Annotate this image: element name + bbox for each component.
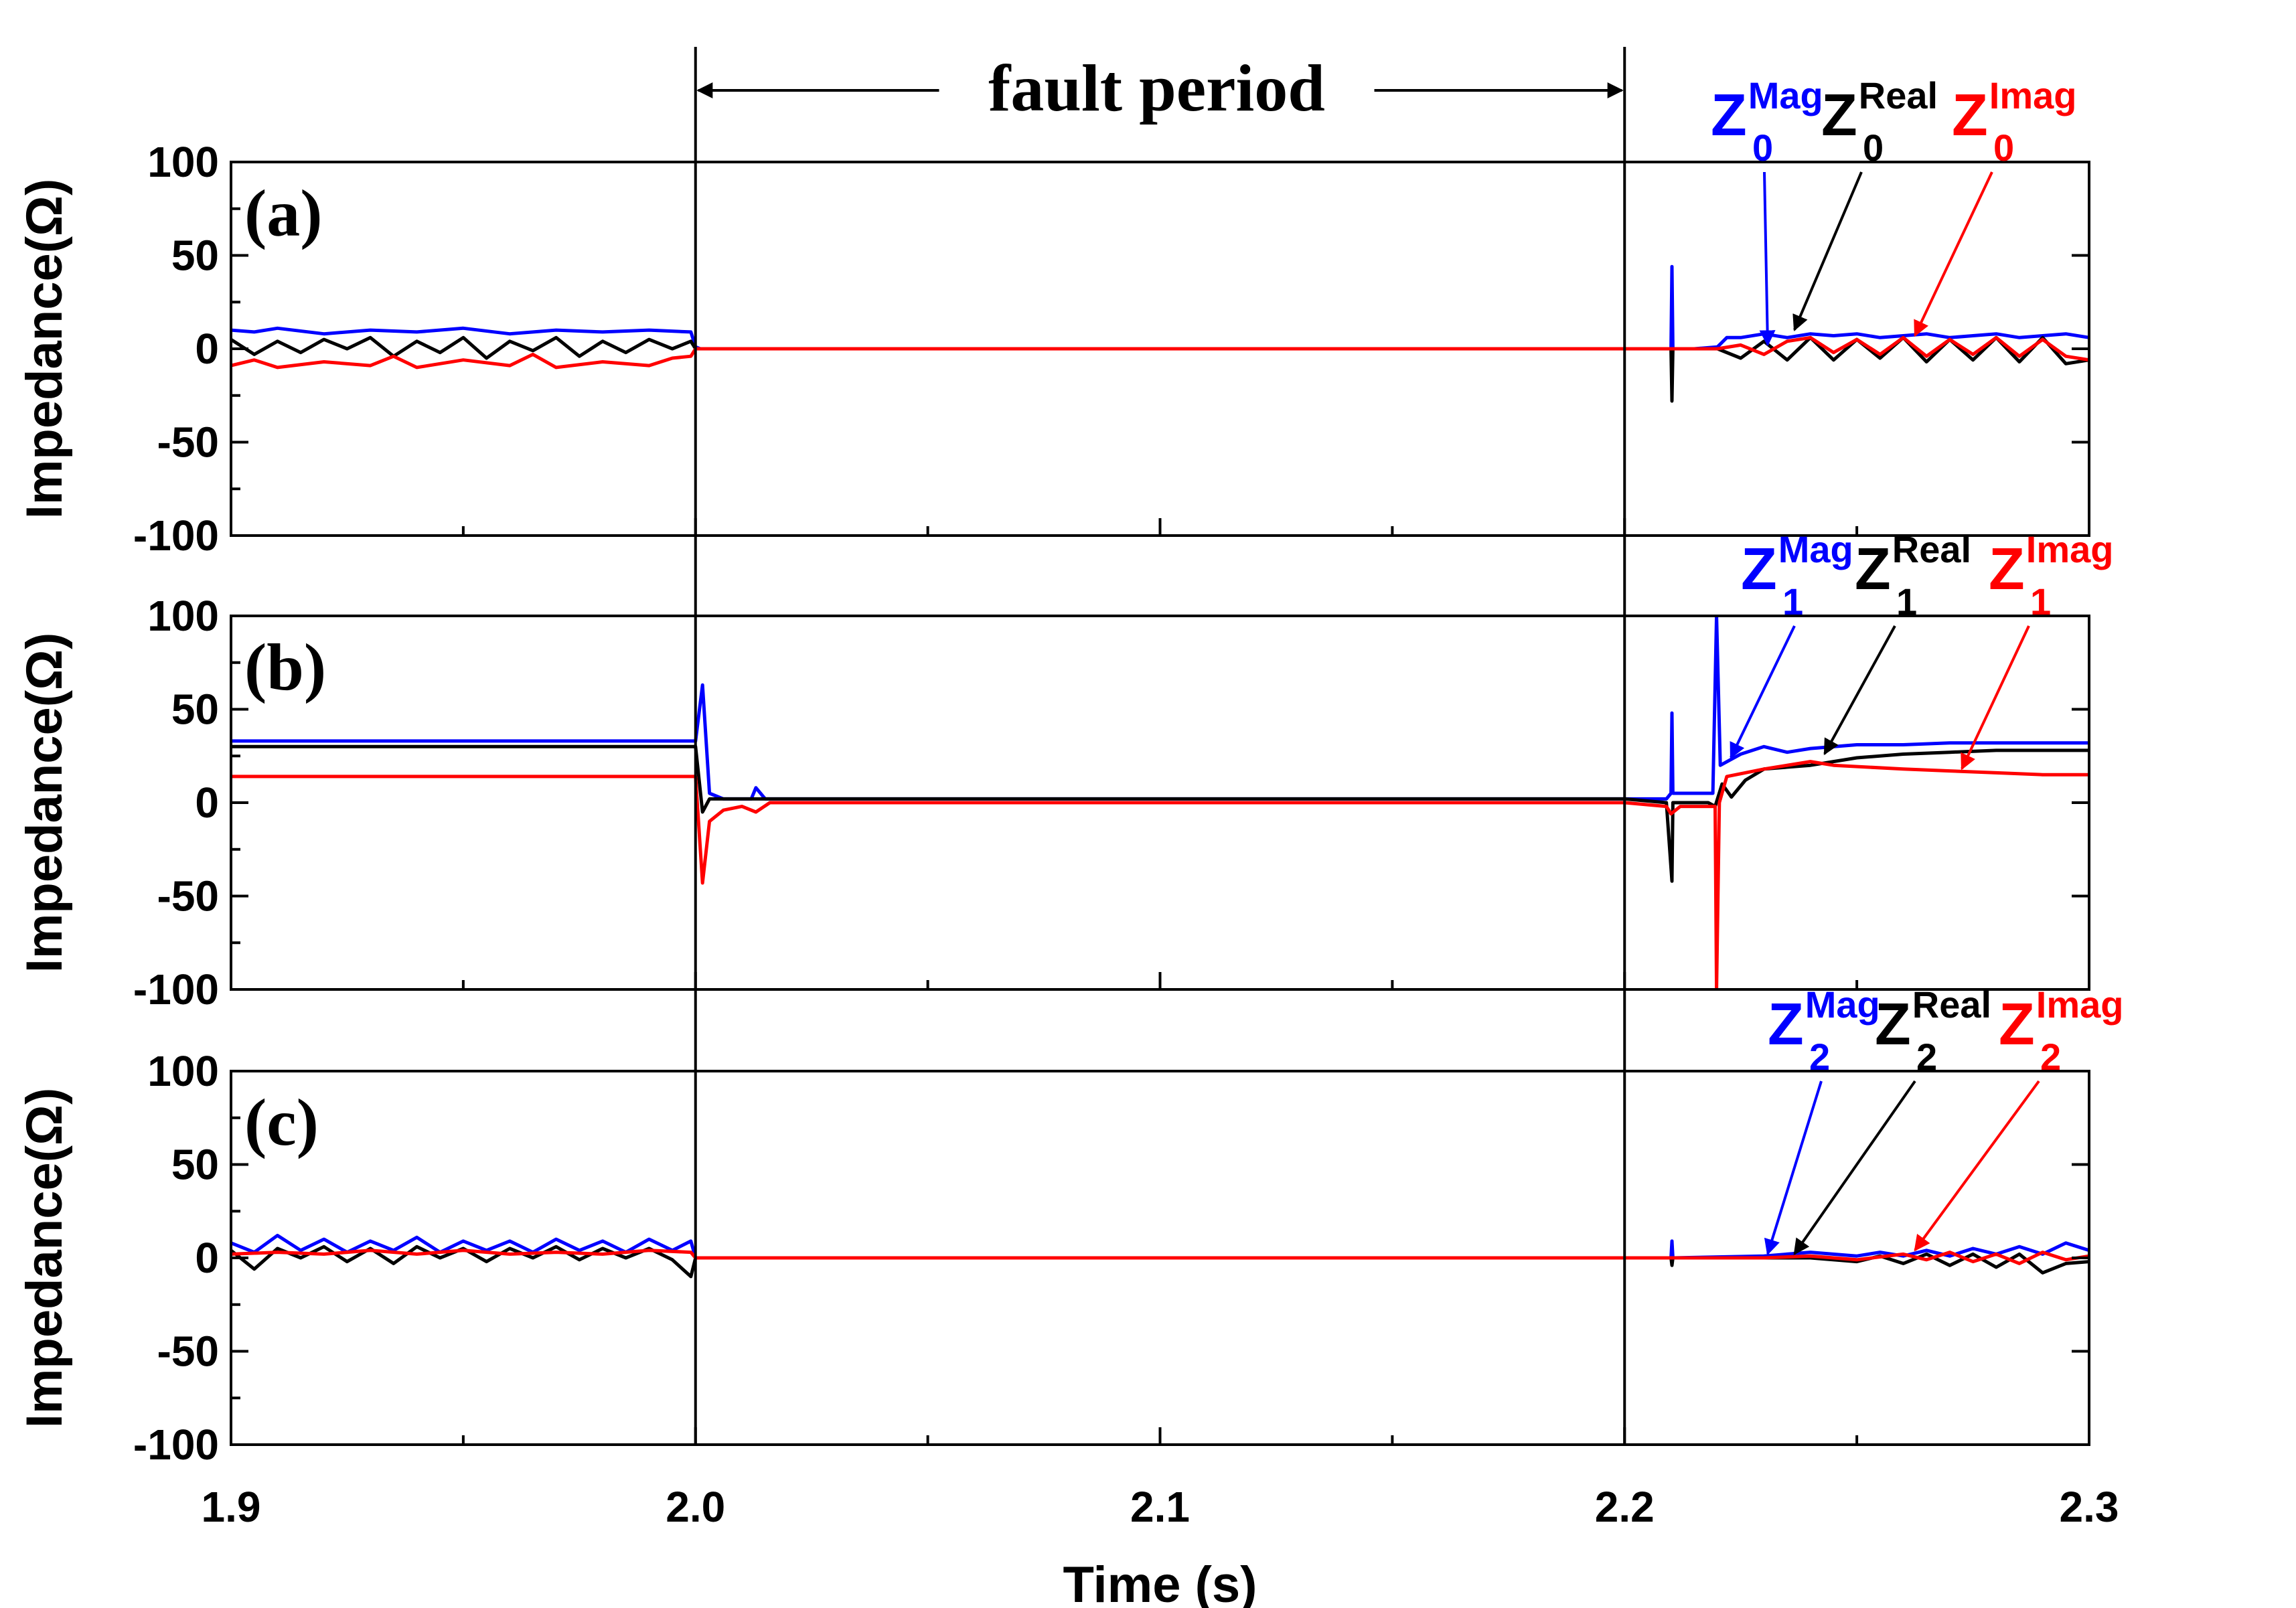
legend-ann-main: Z: [1711, 82, 1747, 148]
legend-label-z2real: ZReal 2: [1875, 983, 1991, 1078]
x-tick-label: 2.3: [2060, 1483, 2119, 1531]
y-tick-label: 100: [147, 592, 219, 640]
annotation-arrow: [1792, 171, 1863, 331]
y-tick-label: 50: [171, 232, 219, 280]
legend-label-z1real: ZReal 1: [1855, 528, 1971, 623]
legend-label-z0imag: ZImag 0: [1952, 74, 2076, 169]
legend-ann-sub: Mag: [1778, 528, 1853, 570]
legend-ann-subscript: 0: [1752, 127, 1773, 169]
y-tick-label: -100: [133, 1421, 219, 1469]
series-line-z1real: [231, 744, 2089, 883]
legend-ann-subscript: 2: [2040, 1036, 2061, 1078]
legend-ann-subscript: 1: [1782, 580, 1803, 623]
series-line-z0imag: [231, 335, 2089, 370]
x-tick-label: 1.9: [202, 1483, 261, 1531]
x-tick-label: 2.1: [1130, 1483, 1190, 1531]
annotation-arrow: [1914, 171, 1993, 337]
legend-ann-sub: Imag: [2036, 983, 2124, 1026]
y-tick-label: -100: [133, 965, 219, 1014]
legend-ann-subscript: 0: [1993, 127, 2014, 169]
legend-label-z1mag: ZMag 1: [1741, 528, 1853, 623]
legend-ann-sub: Imag: [2026, 528, 2114, 570]
legend-ann-main: Z: [1999, 991, 2035, 1057]
legend-label-z0mag: ZMag 0: [1711, 74, 1823, 169]
legend-ann-main: Z: [1821, 82, 1857, 148]
annotation-arrow: [1793, 1080, 1916, 1255]
y-tick-label: 0: [195, 779, 219, 827]
legend-ann-subscript: 1: [1896, 580, 1917, 623]
annotation-arrow: [1914, 1080, 2040, 1252]
series-line-z2real: [231, 1244, 2089, 1279]
legend-ann-sub: Real: [1912, 983, 1991, 1026]
y-tick-label: 100: [147, 1047, 219, 1095]
y-tick-label: -50: [157, 872, 220, 920]
x-axis-title: Time (s): [1063, 1556, 1257, 1608]
legend-label-z2mag: ZMag 2: [1768, 983, 1880, 1078]
fault-period-label: fault period: [988, 51, 1325, 125]
annotation-arrow: [1730, 625, 1796, 759]
y-tick-label: 50: [171, 686, 219, 734]
panel-label: (a): [244, 176, 323, 250]
annotation-arrow: [1759, 171, 1776, 347]
legend-ann-sub: Imag: [1989, 74, 2077, 116]
y-axis-title: Impedance(Ω): [16, 1088, 73, 1429]
legend-ann-main: Z: [1741, 536, 1777, 602]
legend-ann-sub: Mag: [1748, 74, 1823, 116]
annotation-arrow: [1764, 1080, 1823, 1256]
x-tick-label: 2.2: [1595, 1483, 1655, 1531]
y-tick-label: -100: [133, 511, 219, 560]
legend-ann-main: Z: [1855, 536, 1891, 602]
annotation-arrow: [1823, 625, 1896, 756]
legend-ann-main: Z: [1952, 82, 1988, 148]
series-line-z2imag: [231, 1249, 2089, 1265]
y-tick-label: 50: [171, 1141, 219, 1189]
legend-ann-subscript: 2: [1916, 1036, 1937, 1078]
legend-label-z2imag: ZImag 2: [1999, 983, 2123, 1078]
y-axis-title: Impedance(Ω): [16, 179, 73, 519]
legend-ann-subscript: 1: [2030, 580, 2051, 623]
annotation-arrow: [1961, 625, 2030, 771]
legend-ann-sub: Mag: [1805, 983, 1880, 1026]
series-line-z0real: [231, 335, 2089, 403]
y-tick-label: 100: [147, 138, 219, 186]
legend-label-z0real: ZReal 0: [1821, 74, 1938, 169]
legend-ann-subscript: 0: [1863, 127, 1884, 169]
legend-ann-sub: Real: [1859, 74, 1938, 116]
y-tick-label: 0: [195, 1234, 219, 1282]
panel-label: (b): [244, 630, 326, 704]
y-tick-label: -50: [157, 1328, 220, 1376]
y-tick-label: 0: [195, 325, 219, 373]
y-tick-label: -50: [157, 418, 220, 467]
legend-label-z1imag: ZImag 1: [1989, 528, 2113, 623]
panel-label: (c): [244, 1085, 319, 1159]
y-axis-title: Impedance(Ω): [16, 633, 73, 973]
legend-ann-subscript: 2: [1809, 1036, 1830, 1078]
series-line-z1mag: [231, 616, 2089, 801]
x-tick-label: 2.0: [666, 1483, 725, 1531]
legend-ann-sub: Real: [1892, 528, 1971, 570]
series-line-z1imag: [231, 760, 2089, 989]
legend-ann-main: Z: [1989, 536, 2025, 602]
legend-ann-main: Z: [1875, 991, 1911, 1057]
legend-ann-main: Z: [1768, 991, 1804, 1057]
